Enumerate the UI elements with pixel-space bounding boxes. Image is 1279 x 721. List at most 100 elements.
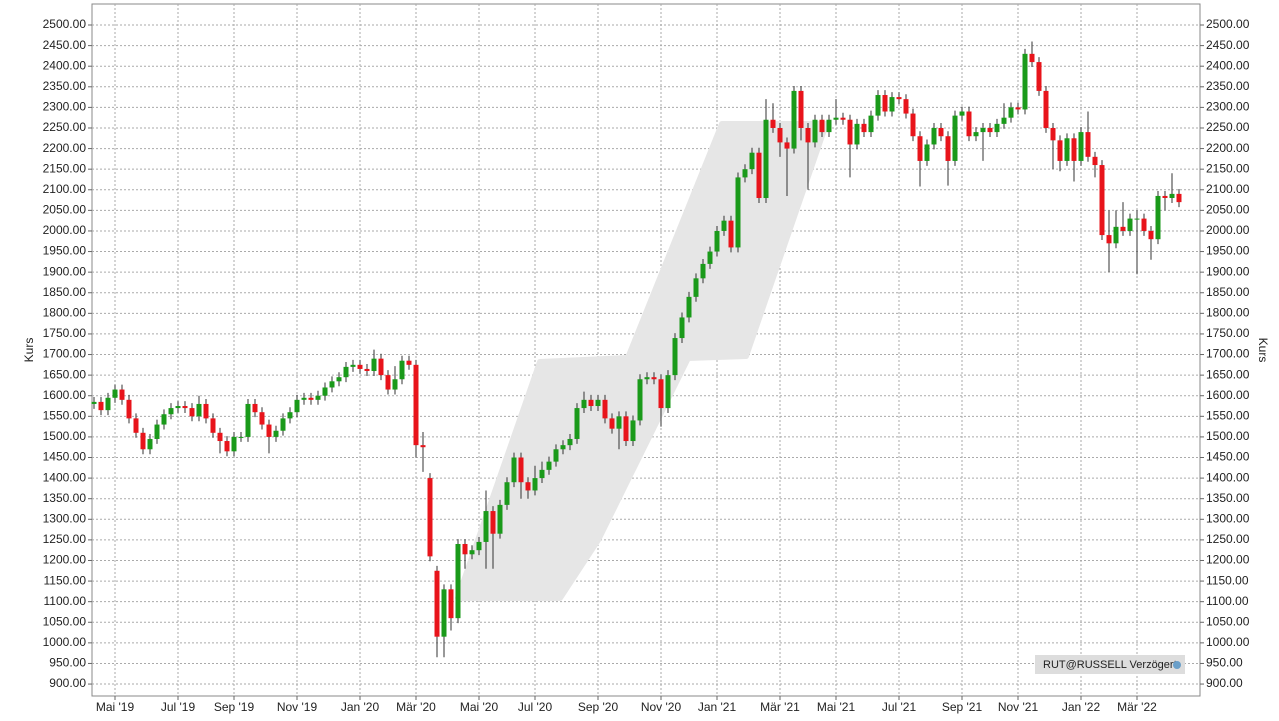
candle-body <box>700 263 706 279</box>
candle-body <box>784 142 790 149</box>
y2-tick-label: 2350.00 <box>1206 79 1250 93</box>
y-tick-label: 1500.00 <box>43 429 87 443</box>
candle-body <box>1043 90 1049 128</box>
candle-body <box>826 119 832 133</box>
candle-body <box>1092 156 1098 166</box>
y-tick-label: 2450.00 <box>43 38 87 52</box>
y2-tick-label: 1950.00 <box>1206 244 1250 258</box>
candle-body <box>511 457 517 483</box>
candle-body <box>791 90 797 149</box>
candle-body <box>1162 195 1168 199</box>
candle-body <box>812 119 818 143</box>
x-tick-label: Mär '21 <box>760 700 800 714</box>
candle-body <box>483 511 489 542</box>
y-tick-label: 1650.00 <box>43 367 87 381</box>
y-tick-label: 1100.00 <box>44 594 87 608</box>
candle-body <box>91 401 97 404</box>
candle-body <box>560 445 566 450</box>
candle-body <box>294 399 300 413</box>
y2-tick-label: 2300.00 <box>1206 100 1250 114</box>
candle-body <box>973 132 979 137</box>
candle-body <box>588 399 594 407</box>
candle-body <box>203 403 209 419</box>
candle-body <box>217 432 223 442</box>
candle-body <box>875 95 881 116</box>
candle-body <box>392 379 398 390</box>
y-tick-label: 1800.00 <box>43 306 87 320</box>
candle-body <box>728 220 734 248</box>
y-tick-label: 1900.00 <box>43 264 87 278</box>
candle-body <box>742 169 748 178</box>
y-tick-label: 1000.00 <box>43 635 87 649</box>
candle-body <box>119 389 125 400</box>
y2-tick-label: 1500.00 <box>1206 429 1250 443</box>
candle-body <box>168 408 174 415</box>
candle-body <box>1078 132 1084 161</box>
y-tick-label: 2200.00 <box>43 141 87 155</box>
candle-body <box>1036 62 1042 91</box>
candle-body <box>686 296 692 318</box>
candle-body <box>308 397 314 400</box>
candle-body <box>273 430 279 437</box>
candle-body <box>238 436 244 438</box>
y-tick-label: 900.00 <box>49 676 86 690</box>
candle-body <box>756 152 762 199</box>
y-tick-label: 950.00 <box>49 656 86 670</box>
candle-body <box>1113 226 1119 244</box>
candle-body <box>672 338 678 376</box>
y-tick-label: 1350.00 <box>43 491 87 505</box>
candle-body <box>637 379 643 421</box>
x-tick-label: Mai '20 <box>460 700 499 714</box>
candle-body <box>357 364 363 369</box>
y-tick-label: 2400.00 <box>43 58 87 72</box>
candle-body <box>385 375 391 390</box>
y2-tick-label: 1600.00 <box>1206 388 1250 402</box>
candle-body <box>224 441 230 452</box>
candle-body <box>630 420 636 442</box>
candle-body <box>1155 195 1161 240</box>
candle-body <box>1085 132 1091 157</box>
x-tick-label: Jul '21 <box>882 700 917 714</box>
candle-body <box>1120 226 1126 231</box>
candle-body <box>987 127 993 133</box>
candle-body <box>266 424 272 437</box>
y2-tick-label: 2500.00 <box>1206 17 1250 31</box>
y2-tick-label: 1900.00 <box>1206 264 1250 278</box>
candle-body <box>1134 218 1140 220</box>
candle-body <box>280 418 286 431</box>
y2-tick-label: 2150.00 <box>1206 161 1250 175</box>
y2-tick-label: 1700.00 <box>1206 347 1250 361</box>
candle-body <box>1148 230 1154 240</box>
candle-body <box>1064 138 1070 161</box>
candle-body <box>1127 218 1133 231</box>
candle-body <box>497 504 503 534</box>
candle-body <box>133 418 139 433</box>
source-label: RUT@RUSSELL Verzögert <box>1043 659 1177 671</box>
y2-tick-label: 1100.00 <box>1206 594 1249 608</box>
x-tick-label: Jan '21 <box>698 700 737 714</box>
candle-body <box>609 418 615 429</box>
candle-body <box>252 403 258 413</box>
candle-body <box>1001 117 1007 124</box>
x-tick-label: Jan '20 <box>341 700 380 714</box>
candle-body <box>441 589 447 637</box>
x-tick-label: Sep '21 <box>942 700 983 714</box>
y2-tick-label: 2200.00 <box>1206 141 1250 155</box>
y2-axis-title: Kurs <box>1256 338 1270 363</box>
candle-body <box>714 230 720 252</box>
y2-tick-label: 1650.00 <box>1206 367 1250 381</box>
candle-body <box>651 377 657 380</box>
candle-body <box>707 251 713 264</box>
candle-body <box>105 397 111 411</box>
candle-body <box>616 416 622 429</box>
y2-tick-label: 1000.00 <box>1206 635 1250 649</box>
y-tick-label: 1550.00 <box>43 408 87 422</box>
candle-body <box>805 127 811 143</box>
candle-body <box>343 366 349 378</box>
candle-body <box>1008 107 1014 118</box>
candle-body <box>966 111 972 137</box>
candle-body <box>518 457 524 483</box>
candle-body <box>1015 107 1021 110</box>
x-tick-label: Mär '22 <box>1117 700 1157 714</box>
candle-body <box>861 123 867 133</box>
